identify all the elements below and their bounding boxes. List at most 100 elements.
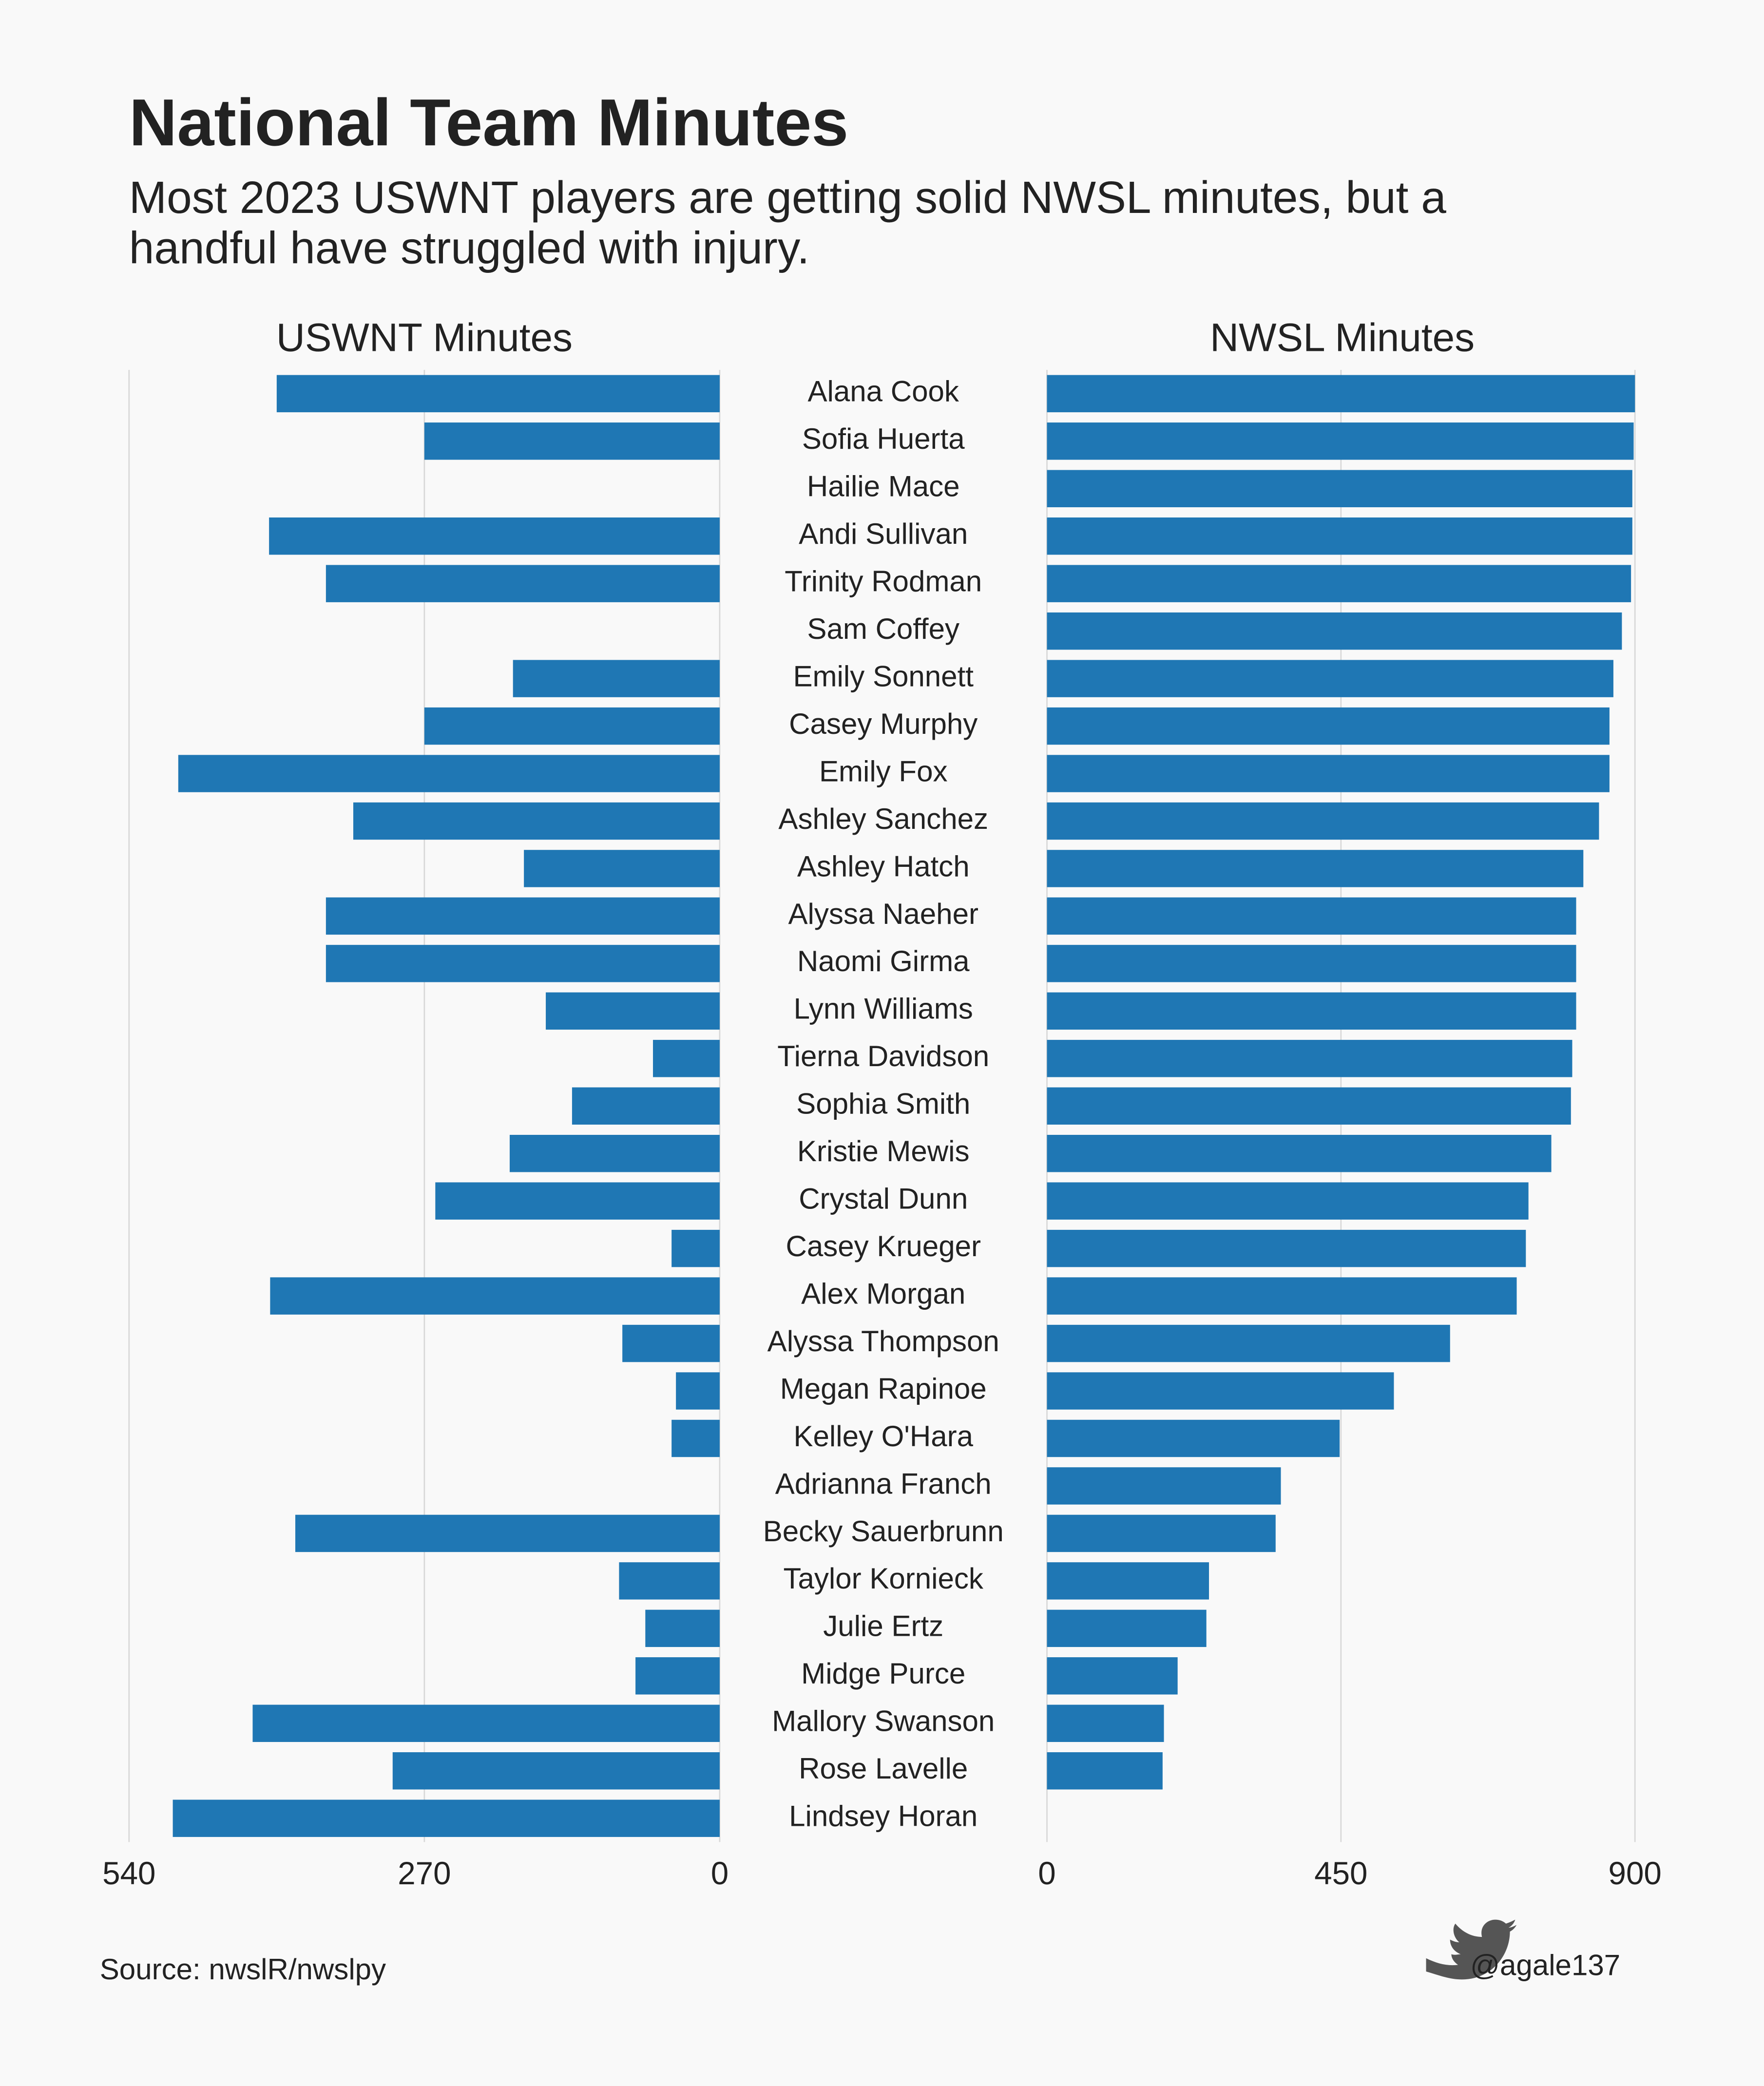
category-label: Alana Cook (808, 375, 959, 408)
panel-title: NWSL Minutes (1210, 316, 1475, 360)
bar (671, 1419, 720, 1457)
category-label: Andi Sullivan (799, 517, 968, 550)
category-label: Adrianna Franch (775, 1467, 992, 1500)
bar (1047, 470, 1632, 507)
category-label: Ashley Hatch (797, 850, 970, 882)
bar (1047, 1609, 1207, 1647)
bar (435, 1182, 720, 1220)
bar (1047, 1040, 1572, 1077)
bar (424, 422, 720, 460)
category-label: Ashley Sanchez (778, 803, 988, 835)
chart-subtitle: handful have struggled with injury. (129, 223, 809, 273)
twitter-icon (1426, 1919, 1517, 1980)
bar (572, 1087, 720, 1125)
bar (276, 375, 720, 413)
chart-subtitle: Most 2023 USWNT players are getting soli… (129, 172, 1446, 223)
bar (326, 945, 720, 982)
bar (1047, 707, 1610, 745)
bar (619, 1562, 720, 1600)
category-label: Megan Rapinoe (780, 1372, 987, 1405)
bar (178, 755, 720, 792)
bar (1047, 565, 1631, 602)
category-label: Casey Krueger (786, 1230, 981, 1263)
category-label: Sam Coffey (807, 612, 959, 645)
category-label: Becky Sauerbrunn (763, 1515, 1004, 1548)
bar (1047, 422, 1634, 460)
bar (392, 1752, 720, 1790)
bar (1047, 1419, 1340, 1457)
bar (1047, 1372, 1394, 1410)
bar (509, 1135, 720, 1172)
category-label: Tierna Davidson (777, 1040, 989, 1072)
category-label: Lynn Williams (794, 993, 973, 1025)
panel-title: USWNT Minutes (276, 316, 573, 360)
category-label: Emily Fox (819, 755, 948, 787)
category-label: Naomi Girma (797, 945, 970, 977)
bar (645, 1609, 720, 1647)
x-tick-label: 270 (398, 1856, 451, 1891)
bar (1047, 992, 1576, 1030)
bar (1047, 375, 1635, 413)
bar (173, 1799, 720, 1837)
category-label: Mallory Swanson (772, 1705, 995, 1738)
bar (326, 897, 720, 935)
bar (353, 802, 720, 840)
bar (1047, 1135, 1552, 1172)
bar (424, 707, 720, 745)
bar (653, 1040, 720, 1077)
category-label: Alex Morgan (801, 1277, 965, 1310)
source: Source: nwslR/nwslpy (100, 1953, 386, 1986)
bar (513, 660, 720, 697)
x-tick-label: 450 (1314, 1856, 1367, 1891)
x-tick-label: 540 (102, 1856, 155, 1891)
bar (326, 565, 720, 602)
bar (1047, 1182, 1529, 1220)
category-label: Alyssa Naeher (788, 898, 978, 930)
x-tick-label: 0 (711, 1856, 729, 1891)
category-label: Hailie Mace (807, 470, 960, 503)
category-label: Emily Sonnett (793, 660, 974, 692)
x-tick-label: 900 (1609, 1856, 1662, 1891)
bar (252, 1704, 720, 1742)
bar (1047, 660, 1613, 697)
bar (546, 992, 720, 1030)
bar (270, 1277, 720, 1315)
category-label: Casey Murphy (789, 708, 978, 740)
category-label: Kelley O'Hara (793, 1420, 973, 1453)
bar (1047, 1087, 1571, 1125)
bar (524, 850, 720, 887)
bar (676, 1372, 720, 1410)
bar (1047, 1229, 1526, 1267)
bar (1047, 802, 1599, 840)
bar (671, 1229, 720, 1267)
bar (1047, 1277, 1517, 1315)
bar (1047, 1752, 1163, 1790)
category-label: Trinity Rodman (785, 565, 982, 598)
x-tick-label: 0 (1038, 1856, 1055, 1891)
bar (1047, 1562, 1209, 1600)
bar (295, 1514, 720, 1552)
category-label: Lindsey Horan (789, 1800, 978, 1833)
bar (1047, 612, 1622, 650)
credit: @agale137 (1470, 1949, 1620, 1982)
category-label: Sofia Huerta (802, 422, 965, 455)
category-label: Alyssa Thompson (767, 1325, 999, 1358)
bar (1047, 1467, 1281, 1505)
bar (1047, 850, 1584, 887)
bar (1047, 897, 1576, 935)
category-label: Julie Ertz (823, 1610, 943, 1643)
category-label: Taylor Kornieck (783, 1562, 983, 1595)
bar (1047, 1657, 1178, 1695)
category-label: Rose Lavelle (799, 1752, 968, 1785)
chart-title: National Team Minutes (129, 85, 848, 159)
bar (1047, 1704, 1164, 1742)
category-label: Kristie Mewis (797, 1135, 970, 1167)
bar (1047, 755, 1610, 792)
bar (622, 1324, 720, 1362)
bar (1047, 945, 1576, 982)
bar (635, 1657, 720, 1695)
category-label: Crystal Dunn (799, 1183, 968, 1215)
bar (269, 517, 720, 555)
bar (1047, 517, 1632, 555)
